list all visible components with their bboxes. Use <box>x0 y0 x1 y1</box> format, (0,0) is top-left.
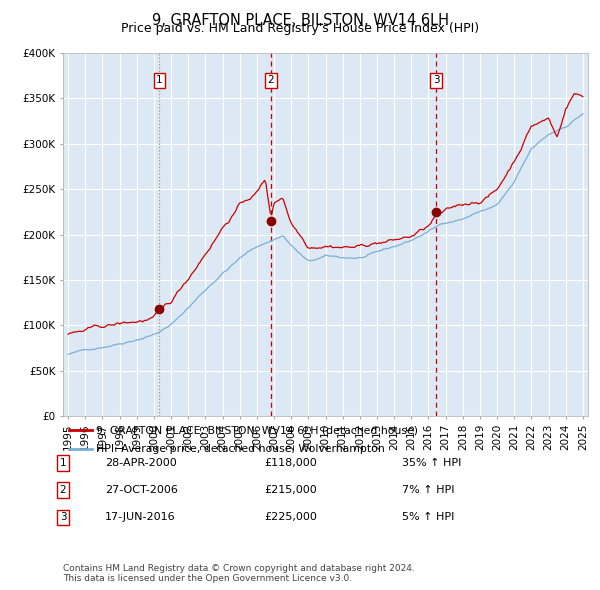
Text: £215,000: £215,000 <box>264 486 317 495</box>
Text: 35% ↑ HPI: 35% ↑ HPI <box>402 458 461 468</box>
Text: 17-JUN-2016: 17-JUN-2016 <box>105 513 176 522</box>
Text: £225,000: £225,000 <box>264 513 317 522</box>
Text: 2: 2 <box>59 486 67 495</box>
Text: 5% ↑ HPI: 5% ↑ HPI <box>402 513 454 522</box>
Text: Contains HM Land Registry data © Crown copyright and database right 2024.
This d: Contains HM Land Registry data © Crown c… <box>63 563 415 583</box>
Text: 3: 3 <box>433 76 440 86</box>
Text: £118,000: £118,000 <box>264 458 317 468</box>
Text: 7% ↑ HPI: 7% ↑ HPI <box>402 486 455 495</box>
Text: 1: 1 <box>156 76 163 86</box>
Text: 27-OCT-2006: 27-OCT-2006 <box>105 486 178 495</box>
Text: Price paid vs. HM Land Registry's House Price Index (HPI): Price paid vs. HM Land Registry's House … <box>121 22 479 35</box>
Text: 9, GRAFTON PLACE, BILSTON, WV14 6LH (detached house): 9, GRAFTON PLACE, BILSTON, WV14 6LH (det… <box>96 425 418 435</box>
Text: 3: 3 <box>59 513 67 522</box>
Text: 28-APR-2000: 28-APR-2000 <box>105 458 177 468</box>
Text: 1: 1 <box>59 458 67 468</box>
Text: HPI: Average price, detached house, Wolverhampton: HPI: Average price, detached house, Wolv… <box>96 444 385 454</box>
Text: 9, GRAFTON PLACE, BILSTON, WV14 6LH: 9, GRAFTON PLACE, BILSTON, WV14 6LH <box>151 13 449 28</box>
Text: 2: 2 <box>268 76 274 86</box>
